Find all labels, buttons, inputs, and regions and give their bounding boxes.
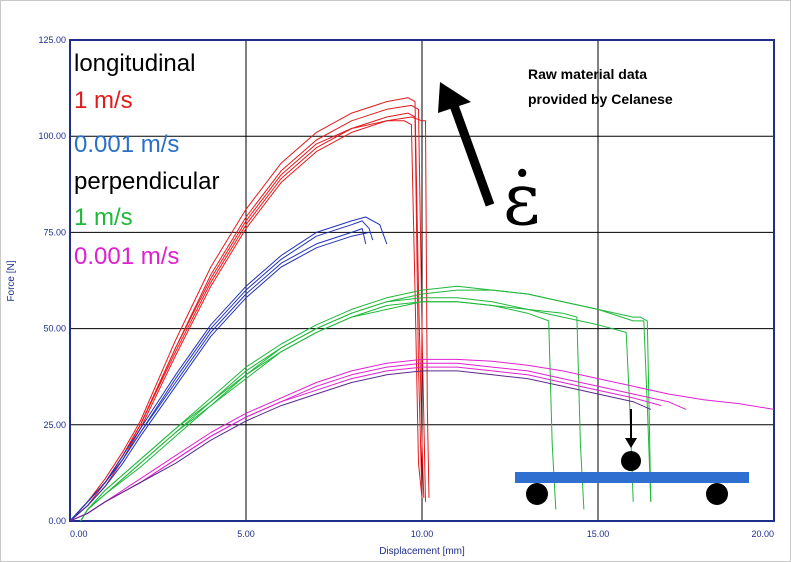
y-tick-label: 0.00 [48, 516, 66, 526]
y-tick-label: 100.00 [38, 131, 66, 141]
series-line-14 [70, 358, 774, 521]
x-tick-label: 20.00 [751, 529, 774, 539]
x-tick-label: 10.00 [411, 529, 434, 539]
series-line-17 [70, 370, 652, 521]
y-tick-label: 50.00 [43, 324, 66, 334]
fixture-beam [515, 472, 749, 483]
series-line-3 [70, 116, 430, 521]
legend-entry-perpendicular: perpendicular [74, 168, 219, 195]
legend-entry-perpendicular-1ms: 1 m/s [74, 204, 133, 231]
legend-entry-longitudinal-1ms: 1 m/s [74, 87, 133, 114]
source-note-line-2: provided by Celanese [528, 91, 673, 107]
strain-rate-arrow-head [438, 82, 471, 113]
tick-labels: 0.00 5.00 10.00 15.00 20.00 0.00 25.00 50.00 75.… [38, 35, 774, 539]
x-axis-title: Displacement [mm] [379, 546, 465, 557]
x-tick-label: 5.00 [237, 529, 255, 539]
series-line-8 [70, 231, 370, 521]
series-line-12 [80, 301, 585, 521]
y-tick-label: 125.00 [38, 35, 66, 45]
fixture-load-arrow-head [625, 438, 637, 448]
series-line-9 [80, 285, 652, 521]
x-tick-label: 0.00 [70, 529, 88, 539]
fixture-support-right [706, 483, 728, 505]
strain-rate-symbol: ε̇ [503, 157, 540, 241]
y-axis-title: Force [N] [6, 260, 17, 301]
y-tick-label: 25.00 [43, 420, 66, 430]
series-line-0 [70, 97, 425, 521]
source-note: Raw material data provided by Celanese [528, 66, 673, 107]
y-tick-label: 75.00 [43, 227, 66, 237]
fixture-support-left [526, 483, 548, 505]
legend: longitudinal 1 m/s 0.001 m/s perpendicul… [74, 50, 219, 270]
series-line-10 [80, 297, 634, 521]
source-note-line-1: Raw material data [528, 66, 647, 82]
series-line-13 [80, 289, 652, 521]
strain-rate-annotation: ε̇ [438, 82, 540, 241]
series-line-15 [70, 362, 687, 521]
legend-entry-longitudinal-0001ms: 0.001 m/s [74, 131, 179, 158]
plot-frame [69, 39, 775, 522]
fixture-impactor [621, 451, 641, 471]
strain-rate-arrow-shaft [447, 98, 495, 207]
x-tick-label: 15.00 [587, 529, 610, 539]
legend-entry-perpendicular-0001ms: 0.001 m/s [74, 243, 179, 270]
series-line-7 [70, 228, 367, 521]
legend-entry-longitudinal: longitudinal [74, 50, 195, 77]
data-series [70, 97, 774, 521]
bending-fixture-illustration [515, 409, 749, 505]
